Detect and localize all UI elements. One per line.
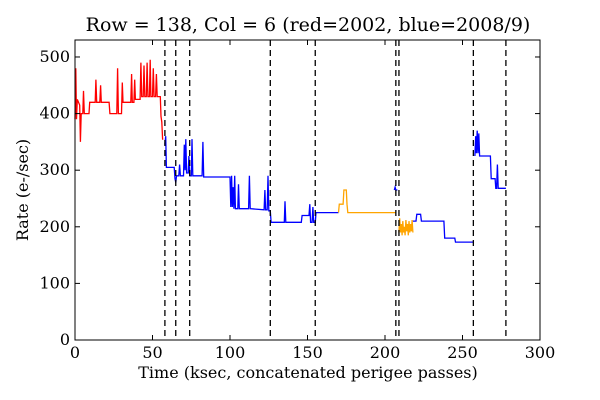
series-line-7 bbox=[474, 130, 506, 189]
series-line-6 bbox=[412, 213, 474, 243]
series-line-3 bbox=[337, 189, 396, 214]
y-tick-label: 100 bbox=[39, 273, 70, 292]
x-tick-label: 0 bbox=[70, 343, 80, 362]
x-tick-label: 100 bbox=[215, 343, 246, 362]
x-tick-label: 150 bbox=[292, 343, 323, 362]
y-tick-label: 200 bbox=[39, 217, 70, 236]
x-tick-label: 250 bbox=[447, 343, 478, 362]
plot-area bbox=[74, 40, 507, 340]
y-tick-label: 300 bbox=[39, 160, 70, 179]
y-tick-label: 0 bbox=[60, 330, 70, 349]
series-line-1 bbox=[74, 59, 164, 142]
series-line-4 bbox=[393, 184, 398, 191]
x-axis-title: Time (ksec, concatenated perigee passes) bbox=[138, 363, 478, 382]
x-tick-label: 50 bbox=[142, 343, 162, 362]
y-tick-label: 500 bbox=[39, 47, 70, 66]
series-line-2 bbox=[164, 136, 339, 223]
chart-title: Row = 138, Col = 6 (red=2002, blue=2008/… bbox=[86, 14, 531, 36]
axes: 0 50 100 150 200 250 300 0 100 200 300 400 500 bbox=[39, 39, 556, 362]
y-axis-title: Rate (e-/sec) bbox=[13, 139, 32, 241]
x-tick-label: 200 bbox=[370, 343, 401, 362]
y-tick-label: 400 bbox=[39, 104, 70, 123]
x-tick-label: 300 bbox=[525, 343, 556, 362]
series-line-5 bbox=[398, 218, 414, 236]
